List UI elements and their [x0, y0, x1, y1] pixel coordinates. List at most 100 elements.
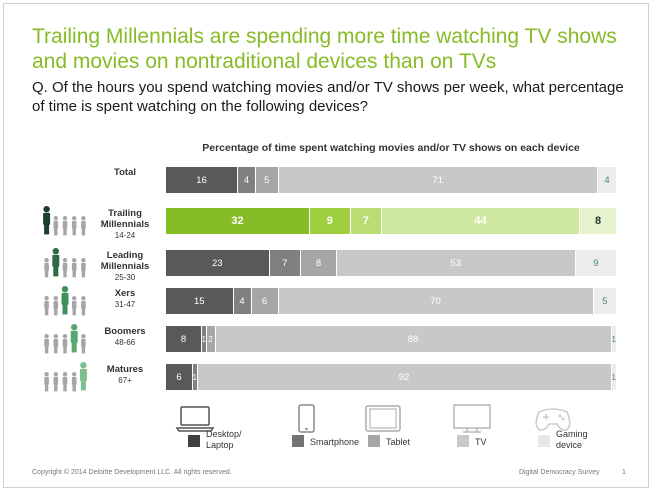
bar-segment: 6 — [166, 364, 193, 390]
person-icon — [53, 296, 59, 316]
generation-people-icon — [42, 285, 88, 317]
generation-people-icon — [42, 205, 88, 237]
segment-value-label: 32 — [231, 215, 244, 227]
person-icon-highlighted — [79, 362, 87, 391]
bar-segment: 5 — [256, 167, 279, 193]
bar-segment: 71 — [278, 167, 598, 193]
category-name: Trailing Millennials — [100, 208, 150, 230]
bar-segment: 7 — [269, 250, 301, 276]
person-icon — [81, 334, 86, 354]
segment-value-label: 53 — [450, 257, 462, 269]
person-icon — [44, 372, 49, 392]
person-icon — [71, 372, 77, 392]
generation-people-icon — [42, 247, 88, 279]
segment-value-label: 8 — [180, 333, 187, 345]
person-icon — [62, 258, 68, 278]
generation-people-icon — [42, 361, 88, 393]
segment-value-label: 15 — [193, 295, 205, 307]
segment-value-label: 5 — [264, 174, 270, 186]
category-age-range: 25-30 — [114, 273, 136, 282]
category-label: Trailing Millennials 14-24 — [90, 208, 160, 241]
segment-value-label: 7 — [362, 215, 369, 227]
bar-segment: 4 — [238, 167, 256, 193]
category-name: Boomers — [104, 326, 146, 337]
bar-segment: 70 — [278, 288, 594, 314]
segment-value-label: 70 — [430, 295, 441, 307]
segment-value-label: 1 — [611, 372, 616, 382]
legend-label: Tablet — [386, 437, 411, 447]
segment-value-label: 6 — [261, 295, 268, 307]
chart-row: Boomers 48-66 8 1 2 88 1 — [4, 323, 650, 355]
bar-segment: 8 — [166, 326, 202, 352]
person-icon — [53, 372, 59, 392]
bar-segment: 8 — [301, 250, 337, 276]
category-name: Xers — [114, 288, 136, 299]
segment-value-label: 1 — [611, 334, 616, 344]
person-icon — [71, 296, 77, 316]
category-label: Leading Millennials 25-30 — [90, 250, 160, 283]
chart-title: Percentage of time spent watching movies… — [202, 142, 580, 154]
legend-swatch — [368, 435, 380, 447]
person-icon-highlighted — [61, 286, 69, 315]
chart-row: Total 16 4 5 71 4 — [4, 167, 650, 193]
tablet-icon — [365, 405, 401, 432]
bar-segment: 15 — [166, 288, 234, 314]
laptop-icon — [175, 406, 215, 432]
bar-segment: 9 — [310, 208, 351, 234]
bar-segment: 9 — [575, 250, 616, 276]
category-age-range: 48-66 — [114, 338, 136, 347]
chart-row: Trailing Millennials 14-24 32 9 7 44 8 — [4, 205, 650, 240]
person-icon — [81, 296, 86, 316]
legend-label: Smartphone — [310, 437, 360, 447]
segment-value-label: 71 — [432, 174, 444, 186]
stacked-bar: 23 7 8 53 9 — [166, 250, 616, 276]
bar-segment: 6 — [251, 288, 279, 314]
segment-value-label: 9 — [593, 257, 599, 269]
category-age-range: 67+ — [118, 376, 132, 385]
segment-value-label: 8 — [594, 215, 602, 227]
person-icon-highlighted — [52, 248, 60, 277]
survey-question: Q. Of the hours you spend watching movie… — [32, 79, 624, 115]
chart-row: Leading Millennials 25-30 23 7 8 53 9 — [4, 247, 650, 282]
segment-value-label: 5 — [602, 295, 608, 307]
person-icon — [44, 296, 49, 316]
copyright-text: Copyright © 2014 Deloitte Development LL… — [32, 469, 232, 476]
legend-swatch — [292, 435, 304, 447]
bar-segment: 7 — [350, 208, 382, 234]
person-icon — [81, 258, 86, 278]
segment-value-label: 88 — [407, 333, 419, 345]
person-icon — [62, 334, 68, 354]
segment-value-label: 1 — [192, 372, 197, 382]
category-label: Matures 67+ — [90, 364, 160, 386]
segment-value-label: 8 — [315, 257, 322, 269]
person-icon — [62, 216, 68, 236]
person-icon — [44, 334, 49, 354]
generation-people-icon — [42, 323, 88, 355]
segment-value-label: 92 — [398, 371, 410, 383]
chart-row: Matures 67+ 6 1 92 1 — [4, 361, 650, 393]
segment-value-label: 9 — [326, 215, 333, 227]
people-icon-group — [44, 324, 86, 354]
person-icon — [53, 334, 59, 354]
bar-segment: 1 — [611, 364, 616, 390]
people-icon-group — [44, 362, 87, 392]
legend-swatch — [457, 435, 469, 447]
stacked-bar: 16 4 5 71 4 — [166, 167, 616, 193]
bar-segment: 1 — [202, 326, 207, 352]
bar-segment: 4 — [598, 167, 616, 193]
category-label: Total — [90, 167, 160, 178]
slide: Trailing Millennials are spending more t… — [3, 3, 649, 488]
person-icon — [62, 372, 68, 392]
bar-segment: 8 — [580, 208, 616, 234]
category-age-range: 14-24 — [114, 231, 136, 240]
legend-swatch — [188, 435, 200, 447]
people-icon-group — [44, 248, 86, 278]
category-name: Total — [114, 167, 136, 178]
segment-value-label: 2 — [208, 334, 213, 344]
bar-segment: 88 — [215, 326, 612, 352]
people-icon-group — [43, 206, 86, 236]
person-icon — [53, 216, 59, 236]
bar-segment: 1 — [611, 326, 616, 352]
gamepad-icon — [535, 408, 571, 431]
legend-label: Gaming device — [556, 429, 588, 450]
